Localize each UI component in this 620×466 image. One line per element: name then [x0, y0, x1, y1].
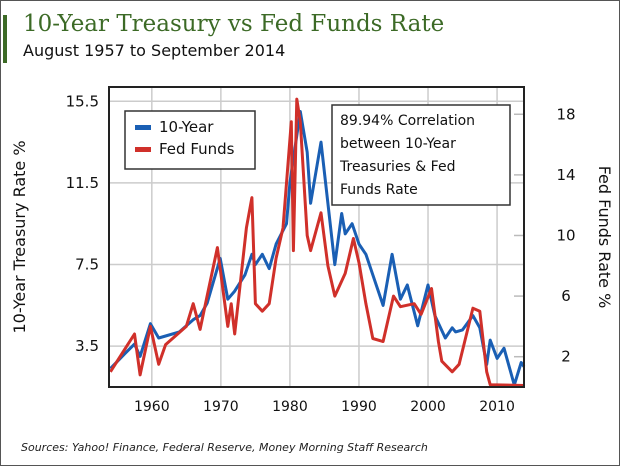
y-tick-label: 11.5: [66, 174, 99, 192]
title-accent-bar: [3, 15, 7, 63]
legend-swatch: [135, 125, 151, 130]
annotation-line: Funds Rate: [340, 182, 418, 198]
annotation-line: Treasuries & Fed: [339, 159, 455, 175]
annotation-box: [331, 104, 511, 206]
y2-tick-label: 10: [556, 226, 575, 244]
x-tick-label: 1990: [341, 399, 377, 415]
plot-border: [108, 86, 525, 388]
x-tick-label: 2010: [479, 399, 515, 415]
annotation-line: between 10-Year: [340, 136, 456, 152]
legend-swatch: [135, 147, 151, 152]
x-tick-label: 1980: [272, 399, 308, 415]
series-line-fed-funds: [109, 97, 525, 387]
chart-title: 10-Year Treasury vs Fed Funds Rate: [23, 11, 445, 37]
y2-tick-label: 6: [561, 287, 571, 305]
x-tick-label: 1960: [134, 399, 170, 415]
y-tick-label: 7.5: [75, 256, 99, 274]
legend-label: 10-Year: [159, 118, 214, 136]
series-line-10-year: [109, 110, 526, 387]
y2-tick-label: 2: [561, 348, 571, 366]
x-tick-label: 2000: [410, 399, 446, 415]
annotation-line: 89.94% Correlation: [340, 113, 475, 129]
legend-label: Fed Funds: [159, 140, 235, 158]
source-note: Sources: Yahoo! Finance, Federal Reserve…: [21, 441, 428, 454]
chart-subtitle: August 1957 to September 2014: [23, 41, 286, 60]
y2-axis-label: Fed Funds Rate %: [595, 166, 614, 309]
y2-tick-label: 14: [556, 166, 575, 184]
y2-tick-label: 18: [556, 105, 575, 123]
y-tick-label: 3.5: [75, 337, 99, 355]
y-axis-label: 10-Year Treasury Rate %: [10, 140, 29, 333]
y-tick-label: 15.5: [66, 92, 99, 110]
x-tick-label: 1970: [203, 399, 239, 415]
chart-svg: 1960 1970 1980 1990 2000 2010 3.5 7.5 11.5 15.5 2 6…: [10, 86, 614, 415]
legend-box: [124, 110, 256, 170]
